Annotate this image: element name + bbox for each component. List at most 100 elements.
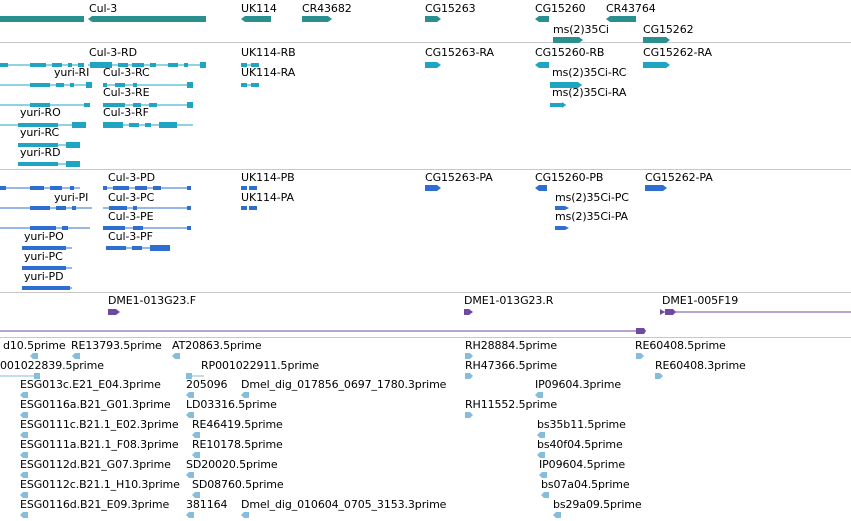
clone-label[interactable]: DME1-005F19 — [662, 294, 739, 307]
gene-glyph-cg15263[interactable] — [425, 15, 441, 23]
est-label[interactable]: ESG0112c.B21.1_H10.3prime — [20, 478, 180, 491]
est-label[interactable]: RP001022911.5prime — [201, 359, 320, 372]
est-glyph[interactable] — [30, 353, 38, 359]
clone-glyph-013g23-r[interactable] — [464, 308, 473, 316]
transcript-glyph-yuri-ri[interactable] — [0, 81, 92, 89]
est-glyph[interactable] — [192, 432, 200, 438]
transcript-label[interactable]: CG15263-RA — [425, 46, 494, 59]
est-label[interactable]: LD03316.5prime — [186, 398, 277, 411]
protein-label[interactable]: CG15263-PA — [425, 171, 493, 184]
transcript-label[interactable]: CG15262-RA — [643, 46, 712, 59]
est-label[interactable]: bs29a09.5prime — [553, 498, 642, 511]
est-label[interactable]: SD08760.5prime — [192, 478, 284, 491]
protein-label[interactable]: UK114-PA — [241, 191, 294, 204]
protein-glyph-cg15263-pa[interactable] — [425, 184, 441, 192]
protein-label[interactable]: ms(2)35Ci-PA — [555, 210, 628, 223]
est-label[interactable]: ESG0112d.B21_G07.3prime — [20, 458, 171, 471]
est-glyph[interactable] — [20, 392, 28, 398]
transcript-glyph-yuri-rd[interactable] — [18, 160, 80, 168]
gene-glyph-cul3[interactable] — [88, 15, 206, 23]
protein-glyph-yuri-pc[interactable] — [22, 264, 72, 272]
transcript-label[interactable]: yuri-RI — [54, 66, 90, 79]
transcript-glyph-cul3-rf[interactable] — [103, 121, 193, 129]
gene-glyph-uk114[interactable] — [241, 15, 271, 23]
protein-label[interactable]: yuri-PO — [24, 230, 64, 243]
gene-label[interactable]: CR43682 — [302, 2, 352, 15]
transcript-label[interactable]: Cul-3-RD — [89, 46, 137, 59]
protein-glyph-yuri-pd[interactable] — [22, 284, 72, 292]
est-label[interactable]: 001022839.5prime — [0, 359, 104, 372]
est-glyph[interactable] — [465, 373, 473, 379]
protein-glyph-ms2-35ci-pc[interactable] — [555, 204, 569, 212]
est-label[interactable]: ESG0111c.B21.1_E02.3prime — [20, 418, 179, 431]
transcript-glyph-uk114-rb[interactable] — [241, 61, 259, 69]
protein-glyph-cul3-pc[interactable] — [103, 204, 191, 212]
protein-glyph-cg15260-pb[interactable] — [535, 184, 547, 192]
transcript-label[interactable]: ms(2)35Ci-RC — [552, 66, 627, 79]
est-label[interactable]: RE60408.3prime — [655, 359, 746, 372]
est-glyph[interactable] — [541, 492, 549, 498]
transcript-label[interactable]: UK114-RA — [241, 66, 296, 79]
est-label[interactable]: RE10178.5prime — [192, 438, 283, 451]
transcript-label[interactable]: yuri-RO — [20, 106, 61, 119]
transcript-label[interactable]: ms(2)35Ci-RA — [552, 86, 627, 99]
protein-glyph-ms2-35ci-pa[interactable] — [555, 224, 569, 232]
transcript-glyph-yuri-ro[interactable] — [0, 121, 86, 129]
transcript-glyph-yuri-rc[interactable] — [18, 141, 80, 149]
est-label[interactable]: RH47366.5prime — [465, 359, 558, 372]
est-label[interactable]: bs07a04.5prime — [541, 478, 630, 491]
gene-glyph-cg15260[interactable] — [535, 15, 549, 23]
protein-glyph-yuri-row1[interactable] — [0, 184, 80, 192]
transcript-glyph-yuri-row1[interactable] — [0, 61, 84, 69]
est-label[interactable]: Dmel_dig_010604_0705_3153.3prime — [241, 498, 447, 511]
est-glyph[interactable] — [20, 512, 28, 518]
est-glyph[interactable] — [192, 492, 200, 498]
est-label[interactable]: ESG013c.E21_E04.3prime — [20, 378, 161, 391]
transcript-label[interactable]: Cul-3-RF — [103, 106, 149, 119]
est-label[interactable]: RE46419.5prime — [192, 418, 283, 431]
est-label[interactable]: IP09604.5prime — [539, 458, 626, 471]
est-glyph[interactable] — [655, 373, 663, 379]
est-label[interactable]: Dmel_dig_017856_0697_1780.3prime — [241, 378, 447, 391]
est-glyph[interactable] — [186, 512, 194, 518]
est-glyph[interactable] — [186, 373, 204, 379]
est-label[interactable]: 381164 — [186, 498, 228, 511]
est-label[interactable]: RE60408.5prime — [635, 339, 726, 352]
protein-glyph-cul3-pd[interactable] — [103, 184, 191, 192]
gene-glyph-cg15262[interactable] — [643, 36, 670, 44]
est-label[interactable]: ESG0111a.B21.1_F08.3prime — [20, 438, 179, 451]
transcript-label[interactable]: yuri-RD — [20, 146, 61, 159]
gene-label[interactable]: CR43764 — [606, 2, 656, 15]
gene-glyph-ms2-35ci[interactable] — [553, 36, 583, 44]
protein-glyph-cul3-pe[interactable] — [103, 224, 191, 232]
gene-glyph-cr43682[interactable] — [302, 15, 332, 23]
gene-label[interactable]: CG15263 — [425, 2, 476, 15]
protein-glyph-cg15262-pa[interactable] — [645, 184, 667, 192]
est-glyph[interactable] — [186, 472, 194, 478]
gene-label[interactable]: CG15260 — [535, 2, 586, 15]
est-glyph[interactable] — [20, 452, 28, 458]
est-glyph[interactable] — [20, 472, 28, 478]
transcript-glyph-cg15260-rb[interactable] — [535, 61, 549, 69]
est-glyph[interactable] — [465, 412, 473, 418]
est-glyph[interactable] — [186, 392, 194, 398]
est-label[interactable]: bs35b11.5prime — [537, 418, 626, 431]
est-label[interactable]: RE13793.5prime — [71, 339, 162, 352]
clone-glyph-005f19-left[interactable] — [0, 327, 646, 335]
est-glyph[interactable] — [539, 472, 547, 478]
est-glyph[interactable] — [535, 392, 543, 398]
transcript-glyph-cul3-rc[interactable] — [103, 81, 193, 89]
protein-label[interactable]: yuri-PD — [24, 270, 64, 283]
transcript-glyph-cg15263-ra[interactable] — [425, 61, 441, 69]
est-glyph[interactable] — [553, 512, 561, 518]
gene-label[interactable]: CG15262 — [643, 23, 694, 36]
transcript-glyph-cul3-re[interactable] — [103, 101, 193, 109]
clone-glyph-005f19[interactable] — [660, 308, 851, 316]
transcript-glyph-ms2-35ci-ra[interactable] — [550, 101, 566, 109]
transcript-glyph-cul3-rd[interactable] — [88, 61, 206, 69]
clone-label[interactable]: DME1-013G23.F — [108, 294, 196, 307]
est-label[interactable]: AT20863.5prime — [172, 339, 262, 352]
est-label[interactable]: IP09604.3prime — [535, 378, 622, 391]
est-label[interactable]: ESG0116a.B21_G01.3prime — [20, 398, 171, 411]
est-label[interactable]: 205096 — [186, 378, 228, 391]
